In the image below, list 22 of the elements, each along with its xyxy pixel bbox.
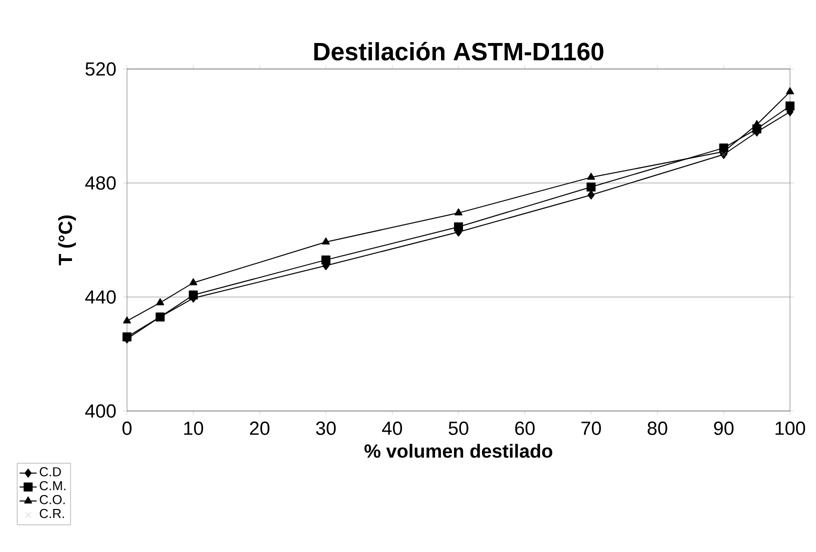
legend-label: C.O. [40, 495, 65, 504]
y-tick-label: 440 [85, 290, 116, 304]
x-axis-title: % volumen destilado [364, 444, 552, 458]
x-tick-label: 70 [582, 422, 601, 435]
legend-label: C.M. [40, 481, 66, 490]
x-tick-label: 90 [714, 422, 734, 435]
x-tick-label: 80 [648, 422, 668, 435]
x-tick-label: 40 [382, 422, 402, 435]
y-tick-label: 520 [86, 62, 116, 76]
y-tick-label: 400 [85, 404, 116, 418]
legend-label: C.D [40, 467, 61, 476]
legend-label: C.R. [40, 508, 64, 518]
x-tick-label: 30 [316, 422, 336, 435]
x-tick-label: 50 [448, 422, 468, 435]
x-tick-label: 60 [515, 422, 535, 435]
x-tick-label: 20 [250, 422, 270, 435]
chart-title: Destilación ASTM-D1160 [314, 42, 604, 60]
x-tick-label: 10 [184, 422, 204, 435]
x-tick-label: 0 [122, 422, 132, 435]
x-tick-label: 100 [776, 422, 806, 435]
y-axis-title: T (°C) [58, 216, 76, 266]
y-tick-label: 480 [85, 176, 116, 190]
